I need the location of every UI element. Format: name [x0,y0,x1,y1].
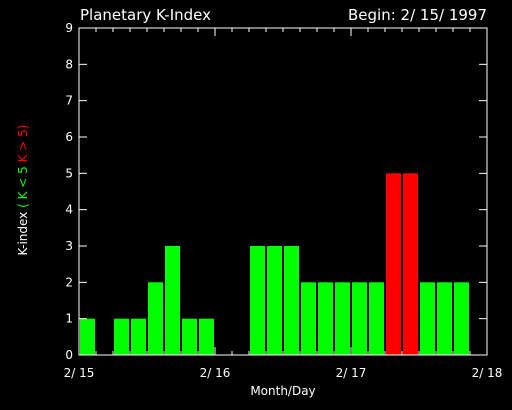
bar [165,246,180,355]
x-tick-label: 2/ 17 [336,366,367,380]
y-tick-label: 4 [65,203,73,217]
bar [250,246,265,355]
begin-date-label: Begin: 2/ 15/ 1997 [348,6,487,24]
bar [148,282,163,355]
bar [369,282,384,355]
bar [420,282,435,355]
bar [199,318,214,355]
y-axis: 0 1 2 3 4 5 6 7 8 9 [65,21,487,362]
bar [182,318,197,355]
y-tick-label: 6 [65,130,73,144]
bar [131,318,146,355]
chart-title: Planetary K-Index [80,6,211,24]
x-tick-label: 2/ 16 [200,366,231,380]
bar [386,173,401,355]
bar [301,282,316,355]
bar [267,246,282,355]
y-tick-label: 7 [65,94,73,108]
bar [318,282,333,355]
y-axis-title-part: ( K < 5 [16,166,30,212]
x-tick-label: 2/ 18 [472,366,503,380]
y-tick-label: 0 [65,348,73,362]
bar [114,318,129,355]
y-tick-label: 9 [65,21,73,35]
y-tick-label: 5 [65,166,73,180]
y-tick-label: 3 [65,239,73,253]
x-axis: 2/ 15 2/ 16 2/ 17 2/ 18 [64,28,503,380]
bars-group [80,173,469,355]
bar [284,246,299,355]
y-tick-label: 8 [65,57,73,71]
bar [80,318,95,355]
bar [454,282,469,355]
y-axis-title-part: K-index [16,212,30,256]
bar [352,282,367,355]
y-axis-title: K-index ( K < 5 K > 5) [16,125,30,256]
y-tick-label: 1 [65,312,73,326]
bar [437,282,452,355]
bar [403,173,418,355]
bar [335,282,350,355]
x-axis-title: Month/Day [250,384,315,398]
y-axis-title-part: K > 5) [16,125,30,167]
y-tick-label: 2 [65,275,73,289]
x-tick-label: 2/ 15 [64,366,95,380]
